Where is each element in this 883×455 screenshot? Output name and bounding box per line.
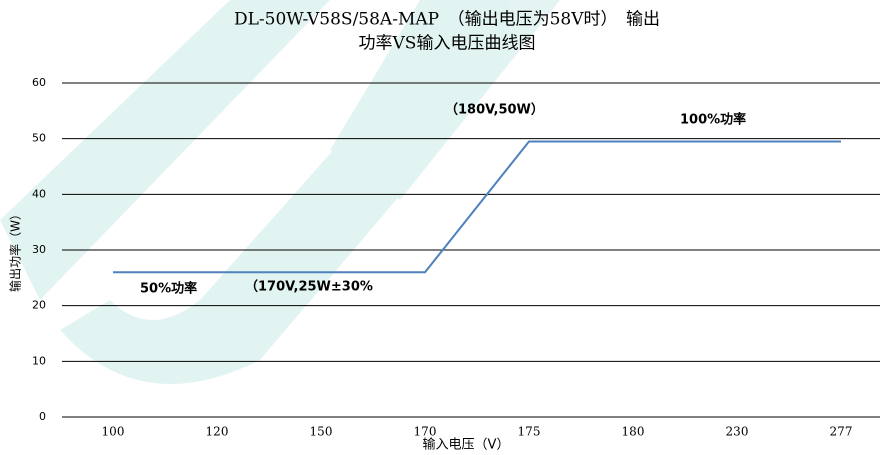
annotation: 50%功率	[140, 281, 197, 297]
y-tick-label: 40	[32, 187, 46, 200]
chart-title: 功率VS输入电压曲线图	[359, 34, 536, 54]
line	[113, 140, 841, 274]
x-tick-label: 180	[622, 425, 645, 439]
annotation: 100%功率	[680, 112, 746, 128]
y-tick-label: 30	[32, 243, 46, 256]
x-tick-label: 170	[414, 425, 437, 439]
x-tick-label: 230	[726, 425, 749, 439]
x-tick-label: 100	[102, 425, 125, 439]
annotation: （170V,25W±30%	[245, 279, 373, 295]
watermark	[0, 0, 560, 384]
chart-title: DL-50W-V58S/58A-MAP （输出电压为58V时） 输出	[234, 10, 660, 30]
y-tick-label: 0	[39, 410, 46, 423]
x-tick-label: 175	[518, 425, 541, 439]
annotation: （180V,50W）	[445, 102, 544, 118]
y-axis-label: 输出功率（W）	[8, 208, 23, 292]
y-tick-label: 10	[32, 354, 46, 367]
y-tick-label: 20	[32, 299, 46, 312]
y-tick-label: 60	[32, 76, 46, 89]
y-tick-label: 50	[32, 132, 46, 145]
x-tick-label: 277	[830, 425, 853, 439]
x-tick-label: 120	[206, 425, 229, 439]
x-tick-label: 150	[310, 425, 333, 439]
x-axis-label: 输入电压（V）	[423, 437, 510, 453]
